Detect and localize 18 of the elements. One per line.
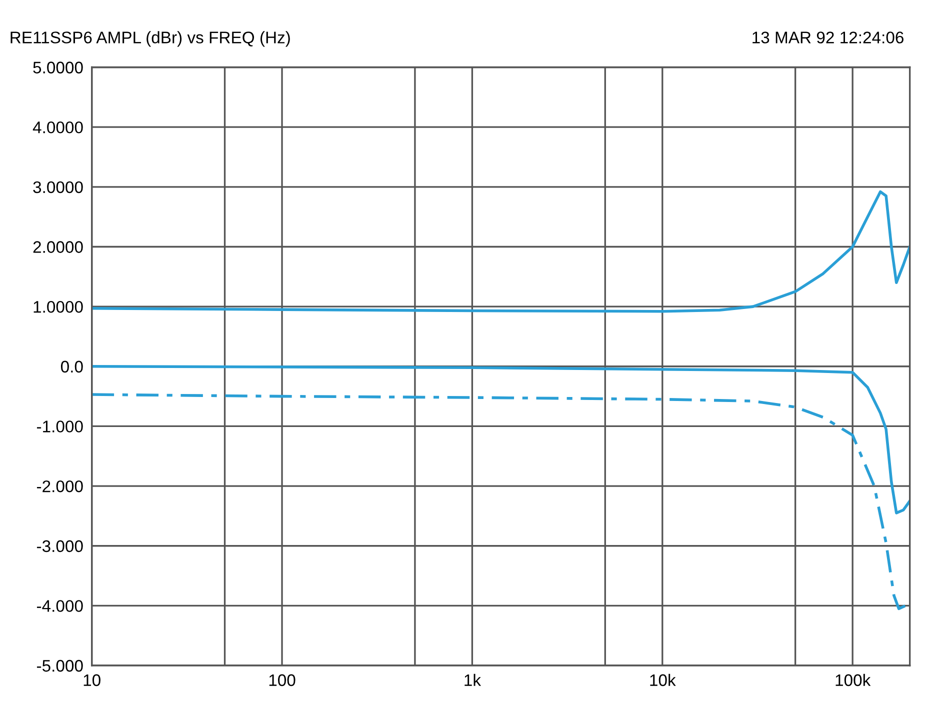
y-tick-label: 1.0000 xyxy=(34,300,83,313)
y-tick-label: 3.0000 xyxy=(33,181,83,194)
y-tick-label: -1.000 xyxy=(36,420,83,432)
y-tick-label: 0.0 xyxy=(60,360,83,373)
x-tick-label: 100k xyxy=(836,674,871,686)
y-tick-label: 2.0000 xyxy=(33,241,83,253)
y-tick-label: -5.000 xyxy=(36,660,83,672)
x-tick-label: 100 xyxy=(269,674,296,686)
y-tick-label: 5.0000 xyxy=(33,62,83,74)
y-tick-label: -3.000 xyxy=(36,540,83,552)
y-tick-label: -4.000 xyxy=(36,600,83,612)
chart-title: RE11SSP6 AMPL (dBr) vs FREQ (Hz) xyxy=(10,31,290,47)
y-tick-label: -2.000 xyxy=(36,480,83,492)
x-tick-label: 1k xyxy=(464,674,482,686)
text: 13 MAR 92 12:24:06 xyxy=(752,32,904,44)
x-tick-label: 10 xyxy=(84,674,100,686)
x-tick-label: 10k xyxy=(650,674,676,686)
y-tick-label: 4.0000 xyxy=(32,121,83,134)
